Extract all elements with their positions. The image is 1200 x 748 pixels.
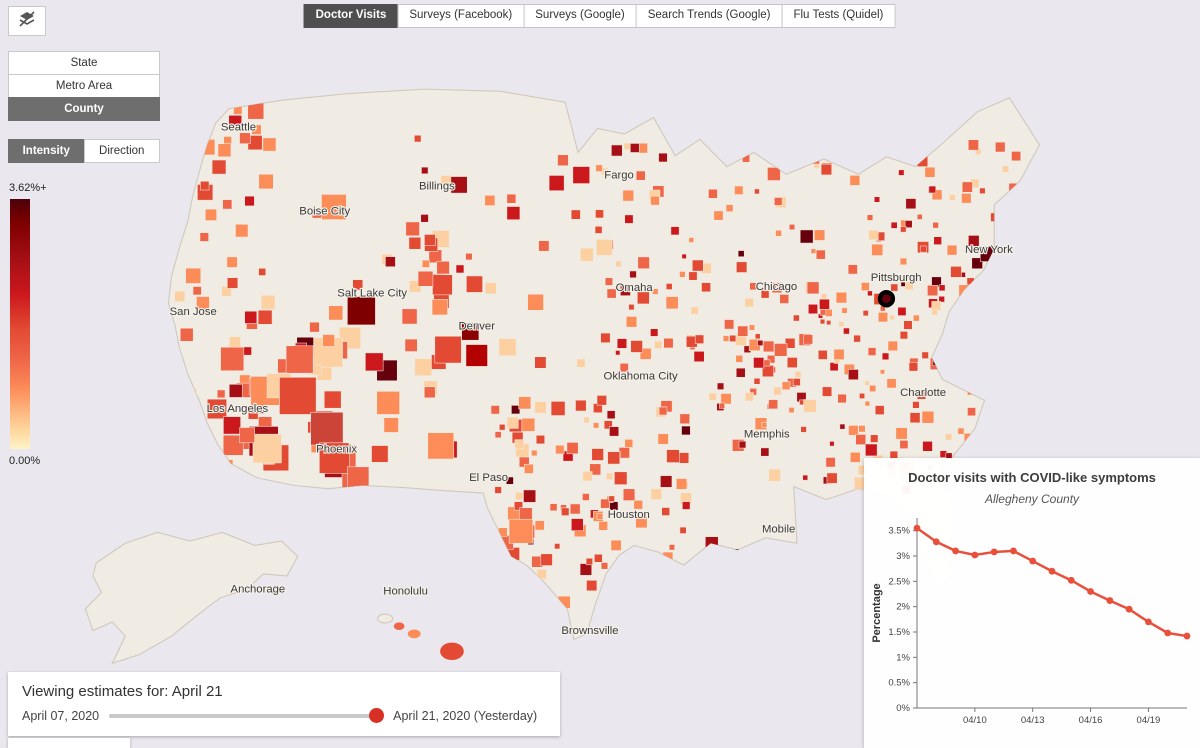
hawaii-islands xyxy=(377,613,464,661)
svg-text:0.5%: 0.5% xyxy=(888,678,910,689)
city-labels-layer: Seattle Billings Fargo Boise City Salt Lake … xyxy=(169,120,1015,638)
legend-min-label: 0.00% xyxy=(9,455,41,467)
city-label: Billings xyxy=(419,180,455,192)
city-label: Fargo xyxy=(604,170,634,182)
city-label: New York xyxy=(965,244,1013,256)
svg-text:04/13: 04/13 xyxy=(1021,715,1045,726)
city-label: Omaha xyxy=(616,282,654,294)
signal-tabbar: Doctor Visits Surveys (Facebook) Surveys… xyxy=(303,4,896,28)
city-label: Honolulu xyxy=(383,586,428,598)
city-label: Oklahoma City xyxy=(604,370,678,382)
city-label: Salt Lake City xyxy=(337,287,407,299)
svg-text:2.5%: 2.5% xyxy=(888,576,910,587)
city-label: Chicago xyxy=(756,281,797,293)
city-label: Houston xyxy=(608,509,650,521)
tab-surveys-facebook[interactable]: Surveys (Facebook) xyxy=(397,4,525,28)
svg-text:0%: 0% xyxy=(896,703,910,714)
city-label: Denver xyxy=(459,320,496,332)
geo-level-state[interactable]: State xyxy=(8,51,160,75)
geo-level-county[interactable]: County xyxy=(8,97,160,121)
timeline-start-date: April 07, 2020 xyxy=(22,709,100,723)
city-label: Phoenix xyxy=(316,444,357,456)
legend-gradient-bar xyxy=(10,199,30,449)
svg-text:3.5%: 3.5% xyxy=(888,526,910,537)
partially-visible-button[interactable] xyxy=(8,738,130,748)
svg-text:04/19: 04/19 xyxy=(1137,715,1161,726)
legend-max-label: 3.62%+ xyxy=(9,182,47,194)
mode-direction[interactable]: Direction xyxy=(83,139,160,163)
trend-line-chart: 0% 0.5% 1% 1.5% 2% 2.5% 3% 3.5% 04/10 04/13 04/16 0… xyxy=(864,508,1200,741)
map-controls: State Metro Area County Intensity Direct… xyxy=(8,6,160,163)
county-detail-panel: Doctor visits with COVID-like symptoms A… xyxy=(864,458,1200,748)
city-label: El Paso xyxy=(469,472,508,484)
geo-level-metro[interactable]: Metro Area xyxy=(8,74,160,98)
tab-flu-tests-quidel[interactable]: Flu Tests (Quidel) xyxy=(781,4,896,28)
mode-intensity[interactable]: Intensity xyxy=(8,139,85,163)
city-label: San Jose xyxy=(170,306,217,318)
choropleth-map[interactable]: Seattle Billings Fargo Boise City Salt Lake … xyxy=(80,52,1115,707)
tab-doctor-visits[interactable]: Doctor Visits xyxy=(303,4,399,28)
date-slider-handle[interactable] xyxy=(369,708,385,723)
svg-text:1%: 1% xyxy=(896,652,910,663)
svg-text:Percentage: Percentage xyxy=(871,583,883,642)
date-slider-track[interactable] xyxy=(109,708,385,723)
svg-text:3%: 3% xyxy=(896,551,910,562)
city-label: Memphis xyxy=(744,428,790,440)
svg-text:04/16: 04/16 xyxy=(1079,715,1103,726)
city-label: Mobile xyxy=(762,523,795,535)
svg-text:2%: 2% xyxy=(896,602,910,613)
timeline-panel: Viewing estimates for: April 21 April 07… xyxy=(8,672,560,736)
timeline-end-date: April 21, 2020 (Yesterday) xyxy=(393,709,538,723)
city-label: Seattle xyxy=(221,122,256,134)
tab-search-trends-google[interactable]: Search Trends (Google) xyxy=(635,4,783,28)
color-legend: 3.62%+ 0.00% xyxy=(9,182,47,467)
alaska-shape xyxy=(84,531,299,665)
city-label: Los Angeles xyxy=(207,403,269,415)
chart-subtitle: Allegheny County xyxy=(984,492,1080,506)
city-label: Anchorage xyxy=(231,583,286,595)
city-label: Brownsville xyxy=(561,625,618,637)
layers-icon xyxy=(18,10,36,33)
city-label: Pittsburgh xyxy=(871,272,922,284)
svg-text:04/10: 04/10 xyxy=(963,715,987,726)
geo-level-group: State Metro Area County xyxy=(8,51,160,121)
timeline-heading: Viewing estimates for: April 21 xyxy=(22,683,223,700)
tab-surveys-google[interactable]: Surveys (Google) xyxy=(523,4,637,28)
city-label: Charlotte xyxy=(900,387,946,399)
layers-toggle-button[interactable] xyxy=(8,6,46,36)
selected-county-marker[interactable] xyxy=(877,289,896,308)
city-label: Boise City xyxy=(299,206,350,218)
svg-text:1.5%: 1.5% xyxy=(888,627,910,638)
display-mode-group: Intensity Direction xyxy=(8,139,160,163)
chart-title: Doctor visits with COVID-like symptoms xyxy=(908,470,1156,485)
